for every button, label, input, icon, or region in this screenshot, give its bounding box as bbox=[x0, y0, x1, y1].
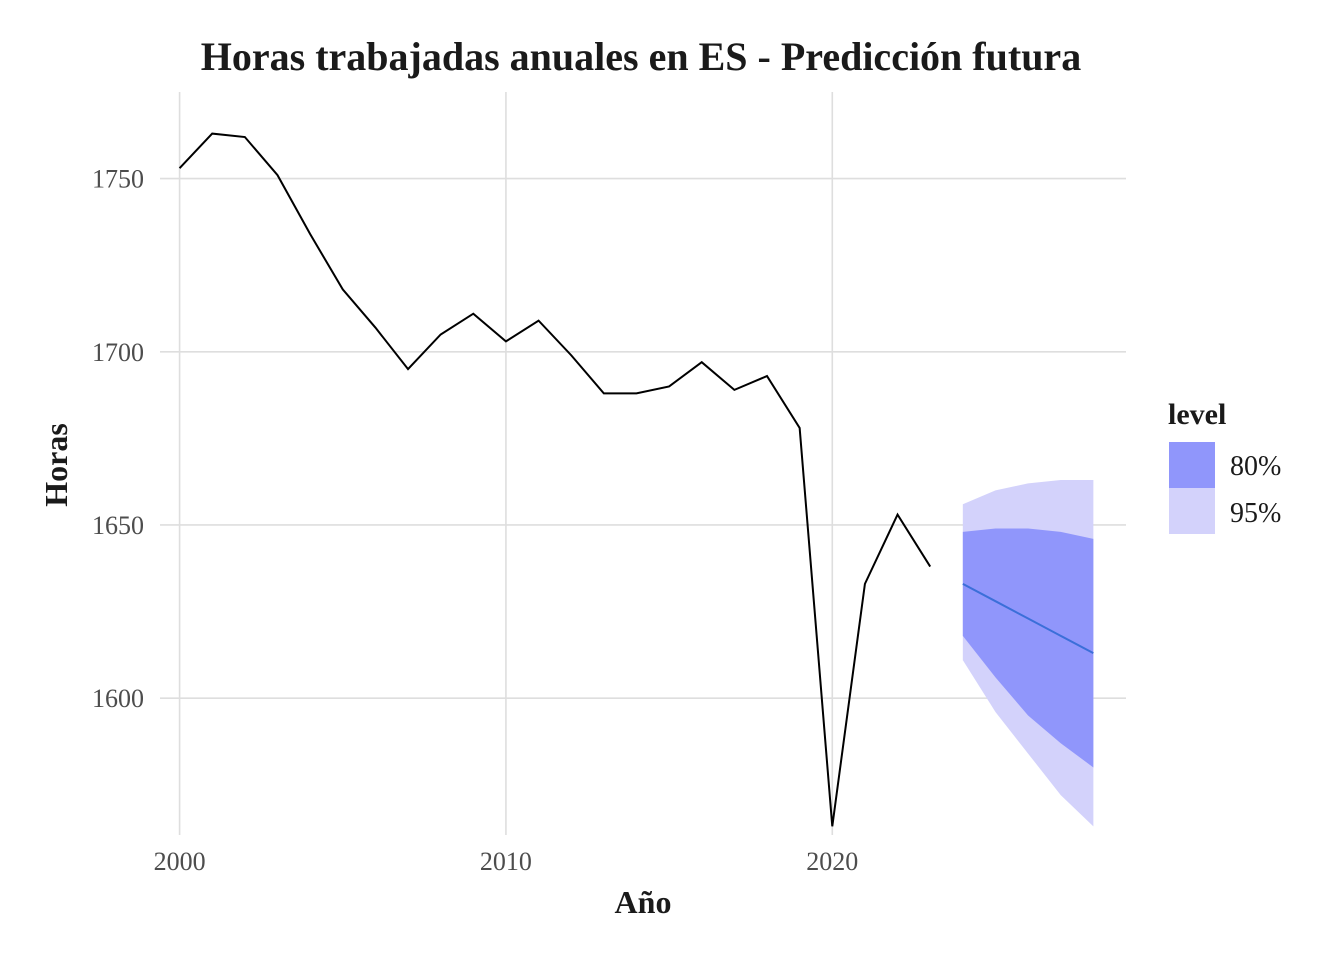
legend-swatch-80 bbox=[1169, 442, 1215, 488]
y-tick-label: 1650 bbox=[92, 511, 144, 540]
history-line bbox=[178, 132, 932, 827]
series-lines-layer bbox=[178, 132, 1094, 827]
band-80 bbox=[962, 528, 1094, 768]
x-axis-ticks: 2000 2010 2020 bbox=[154, 847, 859, 876]
legend-label-80: 80% bbox=[1230, 451, 1281, 482]
x-tick-label: 2020 bbox=[806, 847, 858, 876]
band-80-layer bbox=[962, 528, 1094, 768]
y-tick-label: 1750 bbox=[92, 165, 144, 194]
x-axis-title: Año bbox=[615, 884, 672, 920]
x-tick-label: 2010 bbox=[480, 847, 532, 876]
legend-title: level bbox=[1168, 398, 1226, 431]
y-tick-label: 1600 bbox=[92, 684, 144, 713]
grid-lines bbox=[160, 92, 1126, 835]
y-tick-label: 1700 bbox=[92, 338, 144, 367]
x-tick-label: 2000 bbox=[154, 847, 206, 876]
forecast-line bbox=[962, 582, 1094, 655]
legend: level 80% 95% bbox=[1168, 398, 1281, 534]
legend-swatch-95 bbox=[1169, 488, 1215, 534]
legend-label-95: 95% bbox=[1230, 498, 1281, 529]
y-axis-title: Horas bbox=[38, 423, 74, 507]
chart-title: Horas trabajadas anuales en ES - Predicc… bbox=[201, 34, 1081, 79]
y-axis-ticks: 1600 1650 1700 1750 bbox=[92, 165, 144, 714]
